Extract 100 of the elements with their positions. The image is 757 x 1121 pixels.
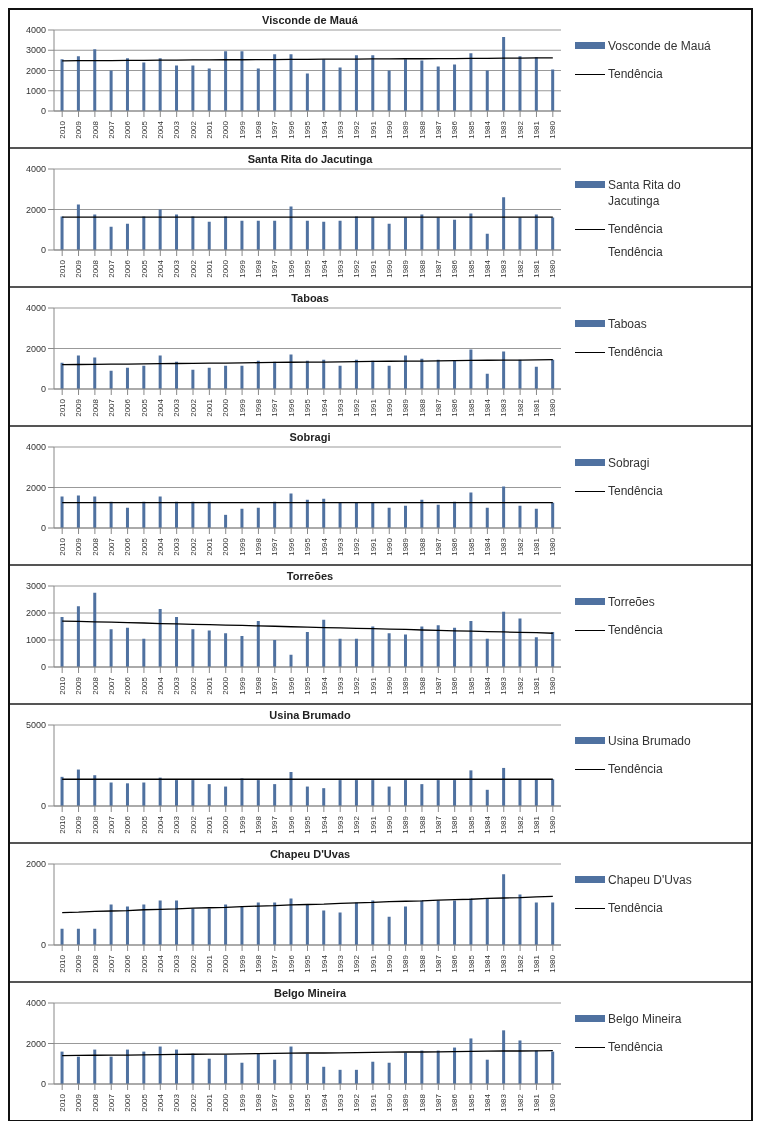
bar <box>273 361 277 389</box>
x-tick-label: 1987 <box>434 398 444 417</box>
bar <box>453 780 457 806</box>
x-tick-label: 2005 <box>139 954 149 973</box>
bar <box>453 360 457 389</box>
x-tick-label: 1985 <box>466 259 476 278</box>
x-tick-label: 1981 <box>532 954 542 973</box>
x-tick-label: 1983 <box>499 537 509 556</box>
bar <box>93 592 97 667</box>
y-tick-label: 1000 <box>25 85 46 96</box>
x-tick-label: 2009 <box>74 259 84 278</box>
bar <box>551 359 555 389</box>
x-tick-label: 1990 <box>384 398 394 417</box>
x-tick-label: 1990 <box>384 1093 394 1112</box>
y-tick-label: 4000 <box>25 25 46 36</box>
x-tick-label: 1989 <box>401 120 411 139</box>
bar <box>551 631 555 667</box>
bar <box>191 908 195 945</box>
y-tick-label: 2000 <box>25 608 46 619</box>
x-tick-label: 2005 <box>139 815 149 834</box>
x-tick-label: 1984 <box>483 537 493 556</box>
bar <box>322 619 326 667</box>
bar <box>469 492 473 528</box>
bar <box>158 777 162 806</box>
x-tick-label: 2000 <box>221 1093 231 1112</box>
x-tick-label: 1982 <box>515 815 525 834</box>
bar <box>175 65 179 111</box>
bar <box>76 56 80 111</box>
x-tick-label: 1987 <box>434 954 444 973</box>
bar <box>371 780 375 806</box>
x-tick-label: 1999 <box>237 120 247 139</box>
x-tick-label: 2007 <box>106 259 116 278</box>
bar <box>518 505 522 528</box>
x-tick-label: 1997 <box>270 676 280 695</box>
line-series <box>61 895 554 914</box>
x-tick-label: 1994 <box>319 676 329 695</box>
legend-label: Tendência <box>608 344 664 360</box>
bar <box>207 908 211 945</box>
bar <box>436 900 440 945</box>
x-tick-label: 1981 <box>532 120 542 139</box>
x-tick-label: 1998 <box>254 259 264 278</box>
bar <box>142 216 146 250</box>
x-tick-label: 2006 <box>123 537 133 556</box>
x-tick-label: 1989 <box>401 1093 411 1112</box>
bar <box>469 213 473 250</box>
x-tick-label: 2002 <box>188 259 198 278</box>
chart-title: Chapeu D'Uvas <box>268 848 352 860</box>
bar <box>109 370 113 389</box>
x-tick-label: 1994 <box>319 120 329 139</box>
x-tick-label: 1984 <box>483 398 493 417</box>
x-tick-label: 2006 <box>123 676 133 695</box>
x-tick-label: 1990 <box>384 537 394 556</box>
bar <box>403 217 407 250</box>
bar <box>175 214 179 250</box>
x-tick-label: 1980 <box>548 259 558 278</box>
x-tick-label: 1995 <box>303 120 313 139</box>
x-tick-label: 2009 <box>74 120 84 139</box>
x-tick-label: 1988 <box>417 259 427 278</box>
chart-title: Visconde de Mauá <box>261 14 359 26</box>
x-tick-label: 1986 <box>450 259 460 278</box>
bar <box>142 1051 146 1084</box>
x-tick-label: 1998 <box>254 676 264 695</box>
x-tick-label: 1991 <box>368 120 378 139</box>
x-tick-label: 1996 <box>286 815 296 834</box>
x-tick-label: 1997 <box>270 954 280 973</box>
x-tick-label: 1994 <box>319 815 329 834</box>
x-tick-label: 2004 <box>155 815 165 834</box>
bar <box>453 501 457 528</box>
x-tick-label: 1993 <box>335 537 345 556</box>
x-tick-label: 2000 <box>221 398 231 417</box>
y-tick-label: 4000 <box>25 303 46 314</box>
x-tick-label: 1991 <box>368 676 378 695</box>
y-tick-label: 1000 <box>25 635 46 646</box>
x-tick-label: 1988 <box>417 398 427 417</box>
x-tick-label: 1983 <box>499 676 509 695</box>
bar <box>109 226 113 250</box>
bar <box>207 501 211 528</box>
x-tick-label: 1991 <box>368 1093 378 1112</box>
bar <box>142 365 146 389</box>
bar <box>436 217 440 250</box>
x-tick-label: 2008 <box>90 537 100 556</box>
bar <box>354 55 358 111</box>
bar <box>158 900 162 945</box>
bar <box>175 361 179 389</box>
bar <box>518 618 522 667</box>
y-tick-label: 2000 <box>25 1038 46 1049</box>
bar <box>109 1056 113 1084</box>
line-series <box>61 620 554 634</box>
bar <box>551 1051 555 1084</box>
x-tick-label: 1980 <box>548 398 558 417</box>
x-tick-label: 2009 <box>74 1093 84 1112</box>
x-tick-label: 1999 <box>237 259 247 278</box>
x-tick-label: 1996 <box>286 1093 296 1112</box>
bar <box>485 373 489 389</box>
x-tick-label: 1999 <box>237 815 247 834</box>
bar <box>387 1062 391 1084</box>
bar <box>125 627 129 667</box>
x-tick-label: 1988 <box>417 537 427 556</box>
bar <box>518 779 522 806</box>
x-tick-label: 1995 <box>303 1093 313 1112</box>
